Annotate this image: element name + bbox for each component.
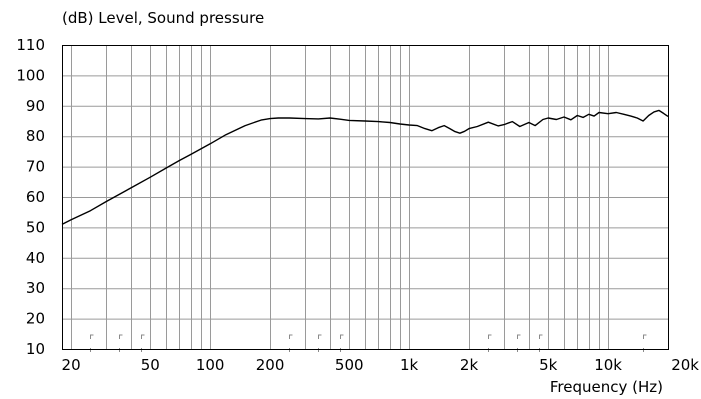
minor-tick: [141, 334, 145, 339]
minor-tick: [488, 334, 492, 339]
x-tick-label: 20k: [671, 356, 699, 374]
y-tick-label: 70: [26, 158, 45, 176]
x-tick-label: 1k: [400, 356, 419, 374]
grid: [62, 45, 669, 350]
minor-tick: [119, 334, 123, 339]
y-tick-label: 10: [26, 340, 45, 358]
minor-tick: [340, 334, 344, 339]
x-tick-labels: 20 50 100 200 500 1k 2k 5k 10k 20k: [62, 356, 700, 374]
minor-tick: [318, 334, 322, 339]
y-tick-label: 80: [26, 127, 45, 145]
x-tick-label: 5k: [539, 356, 558, 374]
minor-tick: [517, 334, 521, 339]
minor-tick: [289, 334, 293, 339]
y-tick-label: 60: [26, 188, 45, 206]
plot-border: [62, 45, 669, 350]
x-tick-label: 20: [62, 356, 81, 374]
series-layer: [61, 109, 669, 226]
x-tick-label: 2k: [460, 356, 479, 374]
x-tick-label: 50: [141, 356, 160, 374]
y-tick-labels: 10 20 30 40 50 60 70 80 90 100 110: [16, 36, 45, 358]
x-tick-label: 200: [256, 356, 285, 374]
x-tick-label: 10k: [594, 356, 622, 374]
x-axis-label: Frequency (Hz): [550, 378, 663, 396]
series-line: [61, 109, 669, 226]
plot-frame: [62, 45, 669, 350]
y-tick-label: 20: [26, 310, 45, 328]
y-tick-label: 110: [16, 36, 45, 54]
y-tick-label: 50: [26, 218, 45, 236]
y-tick-label: 30: [26, 279, 45, 297]
x-tick-label: 500: [335, 356, 364, 374]
minor-tick: [90, 334, 94, 339]
y-tick-label: 100: [16, 66, 45, 84]
minor-tick: [539, 334, 543, 339]
x-tick-label: 100: [196, 356, 225, 374]
y-tick-label: 90: [26, 97, 45, 115]
y-tick-label: 40: [26, 249, 45, 267]
chart-title: (dB) Level, Sound pressure: [62, 9, 264, 27]
minor-tick: [643, 334, 647, 339]
